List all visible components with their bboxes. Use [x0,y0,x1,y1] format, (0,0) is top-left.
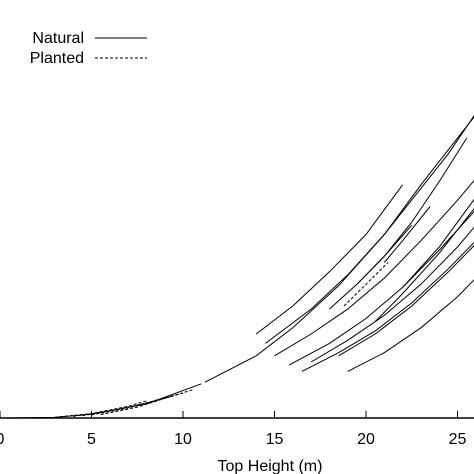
planted-series-line [100,395,174,416]
x-tick-label: 0 [0,431,5,448]
natural-series-line [338,244,474,357]
x-tick-label: 25 [449,431,467,448]
x-tick-label: 10 [174,431,192,448]
planted-series-line [343,262,389,307]
planted-series-line [54,400,147,418]
planted-series-line [82,389,193,417]
natural-series-line [374,207,474,322]
x-tick-label: 5 [87,431,96,448]
x-axis-label: Top Height (m) [218,458,323,474]
x-tick-label: 20 [357,431,375,448]
legend-label: Planted [30,50,84,67]
natural-series-line [356,137,468,285]
natural-series-line [288,210,474,366]
legend-label: Natural [32,30,84,47]
natural-series-line [310,226,474,363]
legend: Natural Planted [30,30,147,67]
series-lines [0,114,474,419]
natural-series-line [347,279,474,372]
x-ticks: 0 5 10 15 20 25 [0,411,467,448]
x-tick-label: 15 [266,431,284,448]
natural-series-line [274,179,474,357]
natural-series-line [383,206,431,263]
natural-series-line [402,198,474,288]
natural-series-line [301,241,474,372]
natural-series-line [0,383,202,419]
planted-series-line [91,397,165,416]
natural-series-line [204,114,474,383]
natural-series-line [255,184,404,335]
natural-series-line [265,116,474,344]
